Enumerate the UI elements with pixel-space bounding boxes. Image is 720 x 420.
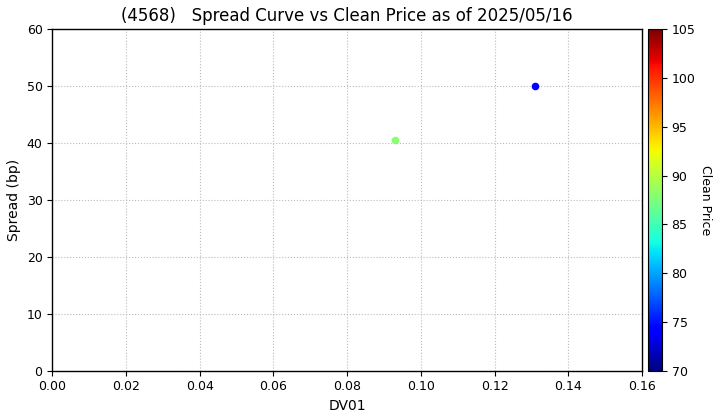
Y-axis label: Spread (bp): Spread (bp) [7,159,21,241]
Point [529,83,541,89]
Title: (4568)   Spread Curve vs Clean Price as of 2025/05/16: (4568) Spread Curve vs Clean Price as of… [121,7,573,25]
Y-axis label: Clean Price: Clean Price [699,165,712,235]
Point [390,137,401,144]
X-axis label: DV01: DV01 [328,399,366,413]
